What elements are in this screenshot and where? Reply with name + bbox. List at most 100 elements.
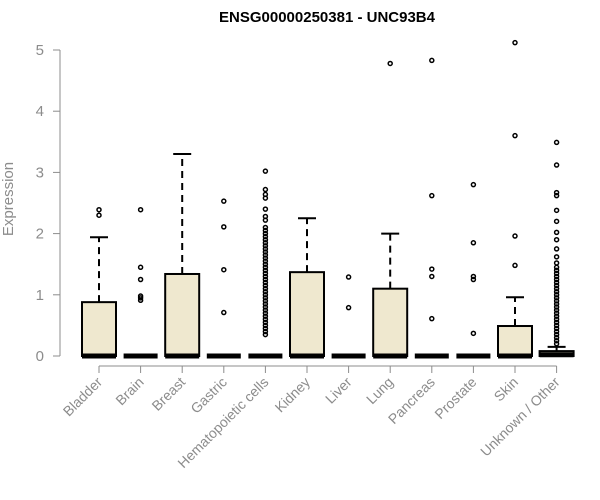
x-tick-label: Brain xyxy=(112,374,146,408)
outlier-point xyxy=(553,298,560,304)
outlier-point xyxy=(553,304,560,310)
outlier-point xyxy=(262,227,269,234)
outlier-point xyxy=(553,325,560,332)
outlier-point xyxy=(262,331,269,338)
outlier-point xyxy=(553,260,560,266)
outlier-point xyxy=(429,273,435,280)
x-tick-label: Bladder xyxy=(60,374,106,420)
outlier-point xyxy=(553,162,560,168)
outlier-point xyxy=(262,246,269,252)
chart-title: ENSG00000250381 - UNC93B4 xyxy=(219,9,436,26)
outlier-point xyxy=(262,319,269,326)
box-group-3 xyxy=(206,198,241,359)
outlier-point xyxy=(470,273,477,280)
y-tick-label: 2 xyxy=(36,226,44,243)
box-group-5 xyxy=(289,217,325,359)
y-tick-label: 0 xyxy=(36,348,44,365)
outlier-point xyxy=(429,192,435,199)
outlier-point xyxy=(387,60,393,67)
box xyxy=(81,301,117,358)
box-group-9 xyxy=(456,181,491,359)
box-group-7 xyxy=(372,60,409,359)
outlier-point xyxy=(262,285,269,292)
outlier-point xyxy=(553,313,560,319)
outlier-point xyxy=(262,270,269,277)
outlier-point xyxy=(553,192,560,199)
outlier-point xyxy=(512,262,518,269)
outlier-point xyxy=(512,132,518,139)
outlier-point xyxy=(553,307,560,313)
outlier-point xyxy=(137,276,144,283)
box-group-0 xyxy=(81,206,117,359)
outlier-point xyxy=(262,295,269,301)
outlier-point xyxy=(553,310,560,316)
outlier-point xyxy=(553,334,560,341)
outlier-point xyxy=(553,301,560,307)
outlier-point xyxy=(262,313,269,319)
outlier-point xyxy=(262,325,269,332)
outlier-point xyxy=(553,316,560,323)
outlier-point xyxy=(553,273,560,280)
outlier-point xyxy=(553,282,560,289)
outlier-point xyxy=(512,233,518,239)
outlier-point xyxy=(262,206,269,212)
outlier-point xyxy=(262,264,269,271)
x-tick-label: Breast xyxy=(148,374,188,414)
outlier-point xyxy=(137,293,144,299)
outlier-point xyxy=(429,57,435,64)
outlier-point xyxy=(553,189,560,196)
outlier-point xyxy=(262,252,269,258)
outlier-point xyxy=(470,276,477,283)
outlier-point xyxy=(553,341,560,347)
box-group-1 xyxy=(123,206,158,359)
outlier-point xyxy=(262,288,269,295)
outlier-point xyxy=(262,249,269,255)
box-group-4 xyxy=(248,168,283,359)
outlier-point xyxy=(553,254,560,260)
outlier-point xyxy=(221,266,227,273)
outlier-point xyxy=(262,240,269,246)
outlier-point xyxy=(553,236,560,243)
outlier-point xyxy=(553,331,560,338)
outlier-point xyxy=(429,315,435,322)
outlier-point xyxy=(262,213,269,220)
outlier-point xyxy=(262,224,269,231)
box xyxy=(289,271,325,358)
outlier-point xyxy=(262,273,269,280)
x-tick-label: Unknown / Other xyxy=(477,374,563,460)
outlier-point xyxy=(553,285,560,292)
y-axis-label: Expression xyxy=(0,162,17,236)
outlier-point xyxy=(553,288,560,295)
outlier-point xyxy=(553,276,560,283)
box xyxy=(372,287,409,357)
outlier-point xyxy=(262,168,269,174)
outlier-point xyxy=(553,264,560,271)
outlier-point xyxy=(553,322,560,329)
outlier-point xyxy=(262,191,269,198)
box-group-2 xyxy=(164,153,201,359)
outlier-point xyxy=(553,246,560,252)
outlier-point xyxy=(262,279,269,286)
outlier-point xyxy=(262,328,269,335)
x-tick-label: Lung xyxy=(363,374,396,407)
x-tick-label: Liver xyxy=(322,374,355,407)
outlier-point xyxy=(553,267,560,274)
box-group-6 xyxy=(331,274,366,359)
outlier-point xyxy=(553,229,560,236)
outlier-point xyxy=(553,279,560,286)
outlier-point xyxy=(470,330,477,337)
outlier-point xyxy=(553,319,560,326)
outlier-point xyxy=(262,258,269,264)
outlier-point xyxy=(96,212,102,218)
outlier-point xyxy=(262,186,269,193)
x-tick-label: Prostate xyxy=(431,374,479,422)
outlier-point xyxy=(553,337,560,344)
x-tick-label: Kidney xyxy=(272,374,314,416)
outlier-point xyxy=(553,207,560,214)
outlier-point xyxy=(221,198,227,204)
outlier-point xyxy=(262,261,269,267)
outlier-point xyxy=(553,292,560,298)
outlier-point xyxy=(470,240,477,246)
